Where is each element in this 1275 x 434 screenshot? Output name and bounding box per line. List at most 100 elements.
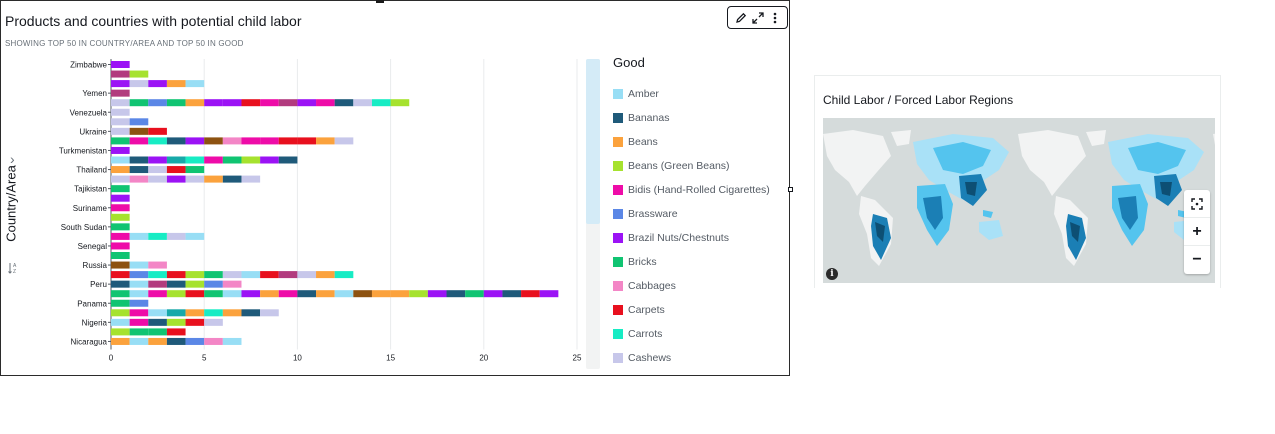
legend-swatch [613,185,623,195]
bar-segment [111,223,130,231]
legend-swatch [613,89,623,99]
legend-scrollbar[interactable] [586,59,600,369]
bar-segment [204,137,223,145]
country-label: Venezuela [70,108,108,117]
bar-segment [390,290,410,298]
bar-segment [148,175,167,183]
zoom-out-icon[interactable]: − [1192,251,1202,268]
legend-label: Bananas [628,112,670,124]
x-tick-label: 15 [386,354,395,363]
menu-icon[interactable] [767,9,783,27]
info-icon[interactable]: i [826,268,838,280]
bar-segment [185,175,205,183]
bar-segment [166,99,186,107]
legend-item[interactable]: Amber [613,82,788,106]
bar-segment [204,280,223,288]
bar-segment [166,166,186,174]
bar-segment [204,271,223,279]
bar-segment [111,337,130,345]
bar-segment [185,156,205,164]
legend-item[interactable]: Brazil Nuts/Chestnuts [613,226,788,250]
legend-item[interactable]: Carrots [613,322,788,346]
legend-label: Brassware [628,208,678,220]
bar-segment [166,137,186,145]
bar-segment [185,290,205,298]
bar-segment [148,318,167,326]
legend-item[interactable]: Carpets [613,298,788,322]
resize-handle-top[interactable] [376,0,384,3]
legend-item[interactable]: Beans [613,130,788,154]
legend-item[interactable]: Cashews [613,346,788,370]
bar-segment [148,137,167,145]
bar-segment [129,166,149,174]
map-controls: + − [1184,190,1210,274]
chevron-right-icon[interactable]: › [10,151,15,167]
bar-segment [260,156,279,164]
bar-segment [148,127,167,135]
svg-text:Z: Z [13,269,16,274]
bar-segment [129,271,149,279]
bar-segment [278,271,298,279]
bar-segment [446,290,466,298]
regions-map-visual[interactable]: Child Labor / Forced Labor Regions [814,75,1221,288]
bar-segment [185,99,205,107]
bar-segment [316,137,335,145]
bar-segment [185,337,205,345]
bar-segment [111,108,130,116]
legend-label: Bidis (Hand-Rolled Cigarettes) [628,184,770,196]
legend-item[interactable]: Brassware [613,202,788,226]
bar-segment [185,166,205,174]
legend-label: Cabbages [628,280,676,292]
legend-swatch [613,257,623,267]
legend-label: Beans [628,136,658,148]
country-label: Zimbabwe [70,61,107,70]
bar-segment [129,318,149,326]
bar-segment [148,290,167,298]
bar-segment [111,252,130,259]
bar-segment [465,290,484,298]
x-tick-label: 5 [202,354,207,363]
legend-label: Brazil Nuts/Chestnuts [628,232,729,244]
resize-handle-right[interactable] [788,187,793,192]
child-labor-bar-visual[interactable]: Products and countries with potential ch… [0,0,793,376]
country-label: South Sudan [61,223,107,232]
bar-segment [166,156,186,164]
bar-segment [166,175,186,183]
zoom-in-icon[interactable]: + [1184,218,1210,246]
legend-scrollbar-thumb[interactable] [586,59,600,224]
country-label: Tajikistan [74,185,107,194]
bar-segment [241,309,261,317]
bar-segment [241,137,261,145]
bar-segment [129,99,149,107]
bar-segment [111,175,130,183]
legend-item[interactable]: Bidis (Hand-Rolled Cigarettes) [613,178,788,202]
bar-segment [390,99,410,107]
world-map[interactable]: + − i [823,118,1215,283]
expand-icon[interactable] [750,9,766,27]
legend-swatch [613,209,623,219]
legend-item[interactable]: Cabbages [613,274,788,298]
edit-icon[interactable] [733,9,749,27]
bar-segment [111,328,130,336]
x-tick-label: 25 [573,354,582,363]
bar-segment [222,175,242,183]
country-label: Senegal [78,242,108,251]
legend-item[interactable]: Bananas [613,106,788,130]
legend-item[interactable]: Bricks [613,250,788,274]
bar-segment [148,156,167,164]
bar-segment [148,166,167,174]
bar-segment [166,318,186,326]
legend-item[interactable]: Beans (Green Beans) [613,154,788,178]
map-title: Child Labor / Forced Labor Regions [823,93,1014,107]
legend-swatch [613,305,623,315]
bar-segment [166,80,186,88]
bar-segment [111,185,130,193]
fullscreen-icon[interactable] [1184,190,1210,218]
bar-segment [111,127,130,135]
country-label: Panama [77,299,107,308]
bar-segment [483,290,503,298]
bar-segment [111,146,130,154]
legend-swatch [613,113,623,123]
bar-segment [129,290,149,298]
